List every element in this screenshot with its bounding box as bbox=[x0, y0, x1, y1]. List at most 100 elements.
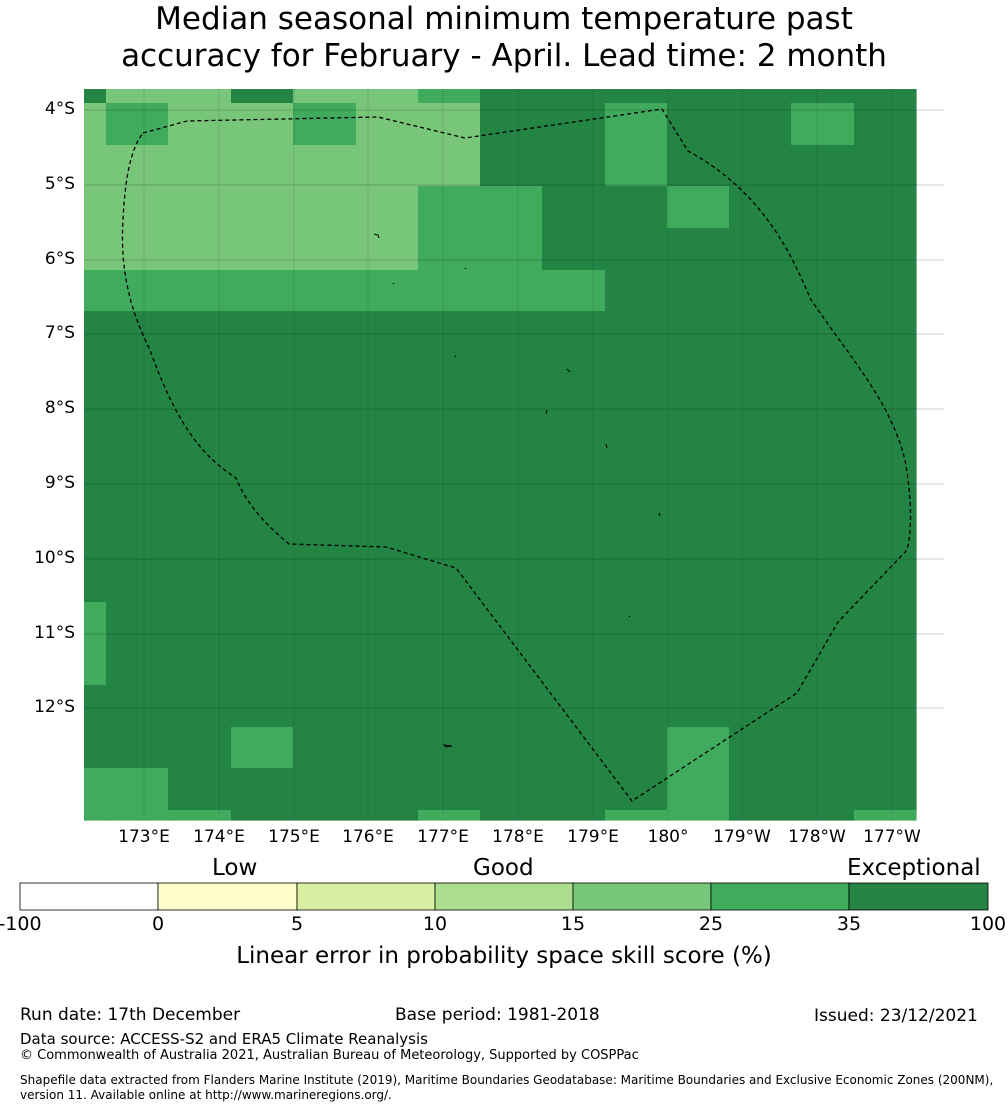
grid-cell bbox=[168, 103, 232, 146]
grid-cell bbox=[356, 478, 419, 520]
grid-cell bbox=[231, 436, 294, 479]
grid-cell bbox=[854, 644, 917, 686]
grid-cell bbox=[231, 561, 294, 603]
grid-cell bbox=[667, 644, 730, 686]
colorbar bbox=[19, 882, 989, 911]
grid-cell bbox=[605, 89, 668, 104]
lon-label: 178°W bbox=[788, 827, 846, 847]
lon-label: 178°E bbox=[492, 827, 544, 847]
grid-cell bbox=[542, 768, 606, 811]
grid-cell bbox=[84, 727, 107, 769]
grid-cell bbox=[84, 89, 107, 104]
grid-cell bbox=[106, 561, 169, 603]
grid-cell bbox=[605, 353, 668, 395]
grid-cell bbox=[854, 478, 917, 520]
grid-cell bbox=[84, 311, 107, 354]
grid-cell bbox=[791, 89, 855, 104]
grid-cell bbox=[854, 270, 917, 312]
lon-label: 177°E bbox=[417, 827, 469, 847]
grid-cell bbox=[854, 89, 917, 104]
grid-cell bbox=[231, 103, 294, 146]
grid-cell bbox=[293, 228, 357, 271]
grid-cell bbox=[293, 727, 357, 769]
grid-cell bbox=[418, 478, 481, 520]
grid-cell bbox=[356, 353, 419, 395]
lon-label: 173°E bbox=[118, 827, 170, 847]
grid-cell bbox=[418, 394, 481, 437]
grid-cell bbox=[418, 519, 481, 562]
colorbar-tick: 15 bbox=[560, 913, 586, 935]
eez-boundary bbox=[121, 108, 912, 802]
grid-cell bbox=[667, 519, 730, 562]
grid-cell bbox=[729, 602, 792, 645]
grid-cell bbox=[854, 810, 917, 821]
grid-cell bbox=[106, 394, 169, 437]
grid-cell bbox=[854, 768, 917, 811]
grid-cell bbox=[231, 353, 294, 395]
grid-cell bbox=[293, 270, 357, 312]
island bbox=[373, 233, 380, 239]
grid-cell bbox=[729, 145, 792, 187]
grid-cell bbox=[480, 311, 543, 354]
island bbox=[464, 267, 467, 270]
grid-cell bbox=[854, 353, 917, 395]
lon-label: 179°W bbox=[713, 827, 771, 847]
grid-cell bbox=[854, 228, 917, 271]
island bbox=[545, 409, 548, 415]
grid-cell bbox=[729, 768, 792, 811]
run-date: Run date: 17th December bbox=[20, 1005, 241, 1025]
grid-cell bbox=[729, 228, 792, 271]
grid-cell bbox=[480, 436, 543, 479]
grid-cell bbox=[106, 270, 169, 312]
grid-cell bbox=[729, 436, 792, 479]
grid-cell bbox=[84, 561, 107, 603]
copyright: © Commonwealth of Australia 2021, Austra… bbox=[20, 1048, 639, 1063]
grid-cell bbox=[231, 186, 294, 229]
grid-cell bbox=[791, 727, 855, 769]
grid-cell bbox=[605, 145, 668, 187]
grid-cell bbox=[84, 436, 107, 479]
grid-cell bbox=[106, 436, 169, 479]
grid-cell bbox=[84, 394, 107, 437]
grid-cell bbox=[293, 519, 357, 562]
island bbox=[605, 443, 608, 449]
grid-cell bbox=[106, 103, 169, 146]
grid-cell bbox=[605, 186, 668, 229]
grid-cell bbox=[605, 394, 668, 437]
map-title-line2: accuracy for February - April. Lead time… bbox=[121, 38, 887, 74]
island bbox=[658, 512, 661, 517]
grid-cell bbox=[84, 602, 107, 645]
colorbar-segment bbox=[572, 882, 712, 911]
grid-cell bbox=[293, 436, 357, 479]
grid-cell bbox=[356, 89, 419, 104]
grid-cell bbox=[231, 89, 294, 104]
grid-cell bbox=[168, 394, 232, 437]
grid-cell bbox=[106, 186, 169, 229]
grid-cell bbox=[293, 478, 357, 520]
grid-cell bbox=[168, 727, 232, 769]
grid-cell bbox=[84, 186, 107, 229]
grid-cell bbox=[418, 685, 481, 728]
island bbox=[628, 615, 631, 618]
grid-cell bbox=[667, 186, 730, 229]
grid-cell bbox=[791, 228, 855, 271]
colorbar-tick: 10 bbox=[422, 913, 448, 935]
grid-cell bbox=[231, 519, 294, 562]
grid-cell bbox=[231, 685, 294, 728]
grid-cell bbox=[729, 103, 792, 146]
grid-cell bbox=[418, 311, 481, 354]
grid-cell bbox=[729, 685, 792, 728]
grid-cell bbox=[791, 353, 855, 395]
grid-cell bbox=[791, 394, 855, 437]
grid-cell bbox=[418, 561, 481, 603]
lon-label: 180° bbox=[647, 827, 689, 847]
grid-cell bbox=[667, 602, 730, 645]
lat-label: 11°S bbox=[34, 623, 75, 643]
grid-cell bbox=[667, 89, 730, 104]
grid-cell bbox=[231, 311, 294, 354]
grid-cell bbox=[480, 478, 543, 520]
grid-cell bbox=[605, 644, 668, 686]
grid-cell bbox=[356, 186, 419, 229]
grid-cell bbox=[418, 270, 481, 312]
